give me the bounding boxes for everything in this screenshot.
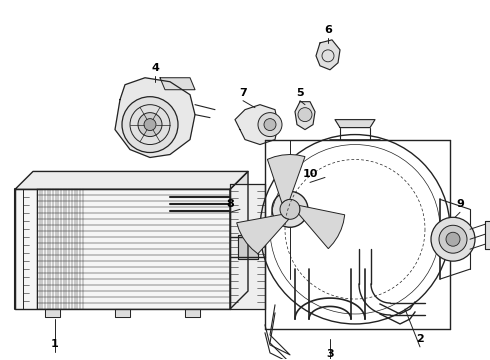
Circle shape: [439, 225, 467, 253]
Text: 4: 4: [151, 63, 159, 73]
Polygon shape: [268, 154, 305, 203]
Polygon shape: [230, 184, 265, 309]
Polygon shape: [160, 78, 195, 90]
Circle shape: [446, 232, 460, 246]
Polygon shape: [299, 206, 345, 249]
Polygon shape: [316, 40, 340, 70]
Circle shape: [272, 192, 308, 227]
Text: 6: 6: [324, 25, 332, 35]
Polygon shape: [485, 221, 490, 249]
Polygon shape: [237, 215, 289, 254]
Polygon shape: [115, 78, 195, 157]
Text: 1: 1: [51, 339, 59, 349]
Text: 2: 2: [416, 334, 424, 344]
Circle shape: [144, 118, 156, 131]
Text: 3: 3: [326, 349, 334, 359]
Text: 9: 9: [456, 199, 464, 210]
Circle shape: [264, 118, 276, 131]
Polygon shape: [115, 309, 130, 317]
Text: 5: 5: [296, 88, 304, 98]
Text: 10: 10: [302, 170, 318, 179]
Circle shape: [298, 108, 312, 122]
Circle shape: [138, 113, 162, 136]
Circle shape: [280, 199, 300, 219]
Text: 7: 7: [239, 88, 247, 98]
Polygon shape: [230, 171, 248, 309]
Polygon shape: [238, 235, 258, 259]
Text: 8: 8: [226, 199, 234, 210]
Circle shape: [431, 217, 475, 261]
Polygon shape: [45, 309, 60, 317]
Polygon shape: [335, 120, 375, 127]
Polygon shape: [15, 189, 230, 309]
Polygon shape: [295, 102, 315, 130]
Polygon shape: [235, 105, 278, 144]
Polygon shape: [15, 171, 248, 189]
Circle shape: [258, 113, 282, 136]
Polygon shape: [185, 309, 200, 317]
Circle shape: [122, 97, 178, 153]
